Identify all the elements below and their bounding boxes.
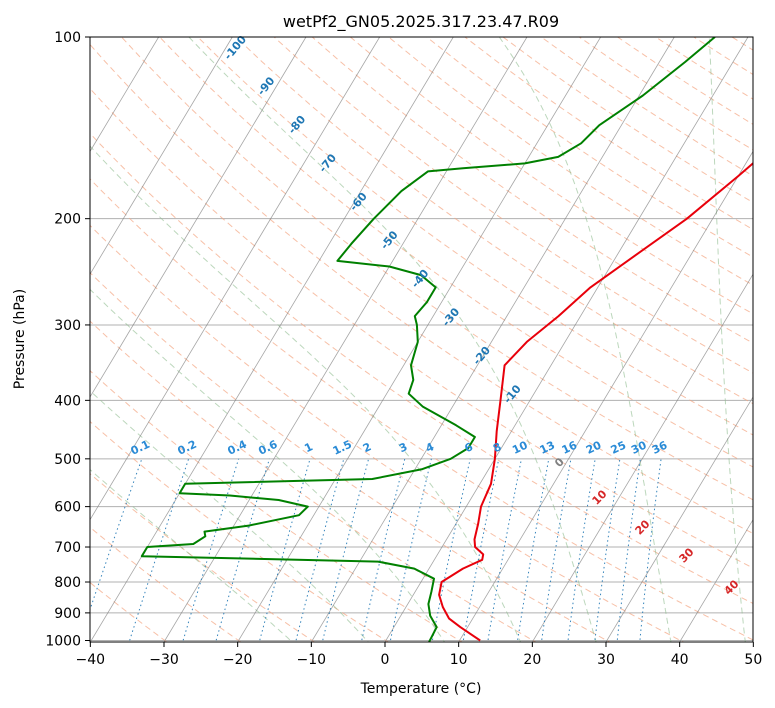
y-tick-label: 300	[54, 318, 81, 334]
dry-adiabat-line	[235, 37, 753, 405]
dry-adiabat-line	[90, 370, 464, 642]
y-tick-label: 800	[54, 575, 81, 591]
mixing-ratio-line	[128, 458, 190, 642]
isotherm-line	[163, 37, 528, 642]
mixing-ratio-label: 10	[510, 438, 530, 456]
dry-adiabat-line	[90, 526, 242, 642]
mixing-ratio-line	[90, 458, 143, 612]
x-tick-label: 20	[523, 652, 541, 668]
isotherm-line	[458, 150, 753, 642]
series-lines	[140, 37, 753, 642]
x-tick-label: −10	[297, 652, 327, 668]
mixing-ratio-label: 20	[584, 438, 604, 456]
isotherm-line	[384, 37, 749, 642]
isotherm-line	[90, 37, 160, 153]
x-tick-label: 30	[597, 652, 615, 668]
x-tick-label: 0	[381, 652, 390, 668]
moist-adiabat-line	[90, 288, 446, 642]
y-tick-label: 200	[54, 212, 81, 228]
x-axis-ticks: −40 −30 −20 −10 0 10 20 30 40 50	[76, 642, 762, 668]
y-axis-ticks: 100 200 300 400 500 600 700 800 900 1000	[45, 30, 90, 650]
x-tick-label: −30	[149, 652, 179, 668]
dry-adiabat-line	[90, 320, 537, 642]
temperature-line	[438, 162, 753, 642]
dry-adiabat-line	[90, 581, 168, 642]
moist-adiabat-line	[708, 37, 746, 642]
mixing-ratio-line	[258, 458, 311, 642]
moist-adiabat-line	[188, 37, 597, 642]
mixing-ratio-label: 30	[629, 438, 649, 456]
y-tick-label: 100	[54, 30, 81, 46]
mixing-ratio-line	[321, 458, 370, 642]
mixing-ratio-line	[431, 458, 471, 642]
dry-adiabat-line	[350, 37, 753, 315]
y-tick-label: 1000	[45, 634, 81, 650]
x-tick-label: −40	[76, 652, 106, 668]
y-tick-label: 900	[54, 606, 81, 622]
isotherm-line	[90, 37, 381, 521]
x-tick-label: −20	[223, 652, 253, 668]
moist-adiabat-line	[498, 37, 672, 642]
isotherm-line	[237, 37, 602, 642]
y-tick-label: 500	[54, 452, 81, 468]
dry-adiabat-line	[159, 37, 753, 468]
x-tick-label: 40	[671, 652, 689, 668]
isotherm-line	[310, 37, 675, 642]
y-axis-label: Pressure (hPa)	[12, 289, 28, 389]
isotherm-line	[90, 37, 233, 275]
isotherm-line	[531, 273, 753, 642]
dry-adiabat-line	[197, 37, 753, 436]
mixing-ratio-label: 25	[609, 439, 628, 457]
dry-adiabat-line	[311, 37, 753, 344]
x-tick-label: 10	[450, 652, 468, 668]
x-axis-label: Temperature (°C)	[360, 681, 482, 697]
mixing-ratio-line	[295, 458, 345, 642]
chart-title: wetPf2_GN05.2025.317.23.47.R09	[283, 12, 559, 32]
mixing-ratio-line	[462, 458, 500, 642]
isotherm-line	[90, 37, 307, 398]
y-tick-label: 400	[54, 393, 81, 409]
y-tick-label: 600	[54, 500, 81, 516]
dry-adiabat-line	[90, 178, 753, 641]
dry-adiabat-line	[121, 37, 753, 501]
background-lines	[90, 37, 753, 642]
mixing-ratio-label: 13	[538, 439, 557, 457]
mixing-ratio-line	[360, 458, 406, 642]
y-tick-label: 700	[54, 540, 81, 556]
plot-frame	[89, 36, 754, 643]
isotherm-line	[90, 37, 454, 642]
isotherm-line	[679, 519, 753, 642]
isotherm-line	[605, 396, 753, 642]
moist-adiabat-line	[90, 145, 522, 642]
x-tick-label: 50	[744, 652, 762, 668]
dewpoint-line	[140, 37, 716, 642]
mixing-ratio-line	[389, 458, 432, 642]
dry-adiabat-line	[90, 272, 611, 642]
mixing-ratio-label: 16	[560, 438, 580, 456]
dry-adiabat-line	[90, 224, 685, 642]
mixing-ratio-label: 36	[650, 438, 670, 456]
